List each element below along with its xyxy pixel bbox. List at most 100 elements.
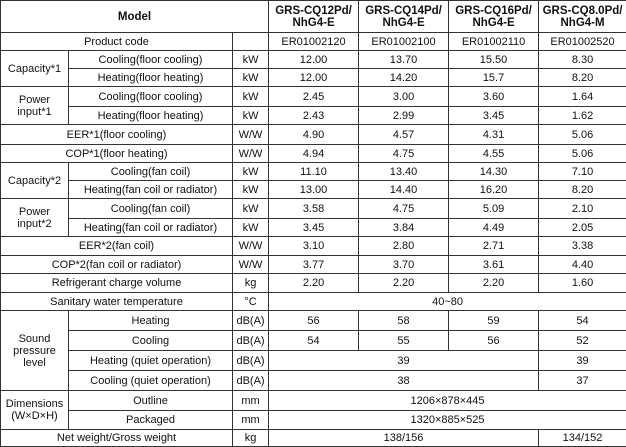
table-cell: 4.31: [449, 125, 539, 145]
table-cell: EER*1(floor cooling): [1, 125, 233, 145]
table-cell: 54: [269, 331, 359, 351]
table-cell: dB(A): [233, 331, 269, 351]
table-cell: ER01002100: [359, 33, 449, 51]
table-cell: Cooling(floor cooling): [69, 51, 233, 69]
model-name-line: NhG4-E: [451, 17, 536, 29]
table-cell: 5.06: [539, 145, 626, 163]
table-cell: 3.84: [359, 219, 449, 237]
table-cell: 16.20: [449, 181, 539, 199]
table-cell: Net weight/Gross weight: [1, 430, 233, 447]
table-cell: Sound pressure level: [1, 311, 69, 391]
model-name: GRS-CQ14Pd/NhG4-E: [359, 1, 449, 33]
model-name-line: GRS-CQ14Pd/: [361, 5, 446, 17]
table-cell: Capacity*1: [1, 51, 69, 87]
table-cell: 12.00: [269, 51, 359, 69]
model-name-line: NhG4-M: [541, 17, 624, 29]
table-cell: 39: [269, 351, 539, 371]
table-cell: 3.45: [269, 219, 359, 237]
table-cell: 8.20: [539, 69, 626, 87]
table-cell: 37: [539, 371, 626, 391]
table-cell: W/W: [233, 145, 269, 163]
table-cell: 38: [269, 371, 539, 391]
model-name-line: GRS-CQ8.0Pd/: [541, 5, 624, 17]
table-cell: Packaged: [69, 411, 233, 430]
table-cell: 3.70: [359, 256, 449, 274]
table-cell: 3.45: [449, 107, 539, 125]
table-cell: °C: [233, 293, 269, 311]
table-cell: 134/152: [539, 430, 626, 447]
table-cell: 2.20: [269, 274, 359, 293]
table-cell: kW: [233, 219, 269, 237]
table-cell: 14.20: [359, 69, 449, 87]
model-name-line: NhG4-E: [361, 17, 446, 29]
table-cell: 4.55: [449, 145, 539, 163]
table-cell: 2.71: [449, 237, 539, 256]
table-cell: 4.40: [539, 256, 626, 274]
table-cell: dB(A): [233, 371, 269, 391]
table-cell: 4.49: [449, 219, 539, 237]
table-cell: kg: [233, 274, 269, 293]
table-cell: 138/156: [269, 430, 539, 447]
table-cell: 3.61: [449, 256, 539, 274]
table-cell: Heating (quiet operation): [69, 351, 233, 371]
table-cell: 2.45: [269, 87, 359, 107]
table-cell: 2.20: [449, 274, 539, 293]
table-cell: dB(A): [233, 311, 269, 331]
table-cell: 3.58: [269, 199, 359, 219]
table-cell: 4.90: [269, 125, 359, 145]
table-cell: COP*1(floor heating): [1, 145, 233, 163]
table-cell: 11.10: [269, 163, 359, 181]
table-cell: W/W: [233, 256, 269, 274]
table-cell: Power input*2: [1, 199, 69, 237]
table-cell: Cooling(fan coil): [69, 163, 233, 181]
table-cell: 14.40: [359, 181, 449, 199]
table-cell: 58: [359, 311, 449, 331]
model-header: Model: [1, 1, 269, 33]
table-cell: 4.94: [269, 145, 359, 163]
table-cell: kW: [233, 181, 269, 199]
table-cell: Power input*1: [1, 87, 69, 125]
table-cell: kW: [233, 69, 269, 87]
table-cell: Outline: [69, 391, 233, 411]
table-cell: W/W: [233, 125, 269, 145]
model-name: GRS-CQ8.0Pd/NhG4-M: [539, 1, 626, 33]
table-cell: 40~80: [269, 293, 626, 311]
table-cell: Capacity*2: [1, 163, 69, 199]
table-cell: 2.05: [539, 219, 626, 237]
table-cell: 1.60: [539, 274, 626, 293]
table-cell: 1.64: [539, 87, 626, 107]
table-cell: dB(A): [233, 351, 269, 371]
table-cell: Cooling: [69, 331, 233, 351]
table-cell: 1.62: [539, 107, 626, 125]
model-name-line: GRS-CQ16Pd/: [451, 5, 536, 17]
table-cell: 3.00: [359, 87, 449, 107]
table-cell: 12.00: [269, 69, 359, 87]
table-cell: 2.99: [359, 107, 449, 125]
model-name: GRS-CQ12Pd/NhG4-E: [269, 1, 359, 33]
empty-cell: [233, 33, 269, 51]
model-name-line: GRS-CQ12Pd/: [271, 5, 356, 17]
table-cell: ER01002120: [269, 33, 359, 51]
table-cell: Heating(fan coil or radiator): [69, 181, 233, 199]
table-cell: ER01002110: [449, 33, 539, 51]
table-cell: 1206×878×445: [269, 391, 626, 411]
table-cell: Heating(floor heating): [69, 69, 233, 87]
table-cell: 52: [539, 331, 626, 351]
table-cell: EER*2(fan coil): [1, 237, 233, 256]
table-cell: Refrigerant charge volume: [1, 274, 233, 293]
table-cell: kW: [233, 199, 269, 219]
